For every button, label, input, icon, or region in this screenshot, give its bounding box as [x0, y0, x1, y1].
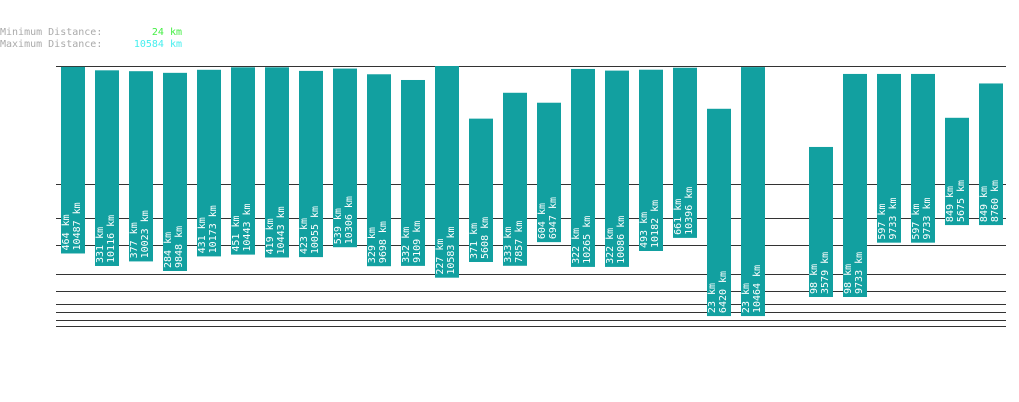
bar: [843, 73, 867, 297]
bar: [333, 68, 357, 248]
value-label: 423 km: [299, 218, 310, 254]
bar: [197, 69, 221, 257]
bar: [945, 117, 969, 226]
value-label: 451 km: [231, 215, 242, 251]
value-label: 5608 km: [480, 217, 491, 259]
bar: [163, 72, 187, 272]
bar: [95, 70, 119, 266]
bar: [673, 67, 697, 238]
value-label: 98 km: [843, 264, 854, 294]
value-label: 10306 km: [344, 196, 355, 244]
value-label: 10116 km: [106, 215, 117, 263]
value-label: 371 km: [469, 223, 480, 259]
bar: [61, 66, 85, 254]
value-label: 9109 km: [412, 221, 423, 263]
value-label: 464 km: [61, 214, 72, 250]
value-label: 322 km: [571, 228, 582, 264]
value-label: 419 km: [265, 218, 276, 254]
value-label: 329 km: [367, 227, 378, 263]
bar: [877, 73, 901, 243]
value-label: 5675 km: [956, 180, 967, 222]
value-label: 322 km: [605, 228, 616, 264]
summary-label: Minimum Distance:: [0, 27, 102, 38]
value-label: 23 km: [707, 283, 718, 313]
value-label: 10583 km: [446, 227, 457, 275]
value-label: 331 km: [95, 227, 106, 263]
value-label: 10396 km: [684, 187, 695, 235]
value-label: 333 km: [503, 227, 514, 263]
value-label: 284 km: [163, 232, 174, 268]
value-label: 9848 km: [174, 226, 185, 268]
summary-label: Maximum Distance:: [0, 39, 102, 50]
bar: [367, 74, 391, 267]
value-label: 539 km: [333, 208, 344, 244]
value-label: 10055 km: [310, 206, 321, 254]
value-label: 10173 km: [208, 205, 219, 253]
value-label: 9733 km: [854, 252, 865, 294]
bar: [537, 102, 561, 243]
value-label: 849 km: [979, 186, 990, 222]
value-label: 431 km: [197, 217, 208, 253]
bar: [639, 69, 663, 251]
value-label: 10086 km: [616, 216, 627, 264]
value-label: 597 km: [911, 204, 922, 240]
value-label: 10464 km: [752, 265, 763, 313]
bar: [231, 67, 255, 255]
value-label: 661 km: [673, 199, 684, 235]
bar: [503, 92, 527, 266]
value-label: 98 km: [809, 264, 820, 294]
value-label: 10443 km: [276, 206, 287, 254]
value-label: 9698 km: [378, 221, 389, 263]
value-label: 227 km: [435, 239, 446, 275]
value-label: 3579 km: [820, 252, 831, 294]
summary-value: 24 km: [152, 27, 182, 38]
value-label: 10443 km: [242, 203, 253, 251]
bar: [265, 67, 289, 258]
value-label: 377 km: [129, 222, 140, 258]
value-label: 332 km: [401, 227, 412, 263]
value-label: 9733 km: [888, 198, 899, 240]
bar: [401, 79, 425, 266]
value-label: 8760 km: [990, 180, 1001, 222]
bar: [979, 83, 1003, 226]
value-label: 10023 km: [140, 210, 151, 258]
value-label: 10265 km: [582, 216, 593, 264]
value-label: 6420 km: [718, 271, 729, 313]
value-label: 23 km: [741, 283, 752, 313]
bar: [605, 70, 629, 267]
value-label: 10182 km: [650, 200, 661, 248]
summary-value: 10584 km: [134, 39, 182, 50]
value-label: 6947 km: [548, 197, 559, 239]
bar: [469, 118, 493, 262]
bar: [435, 66, 459, 278]
bar: [911, 73, 935, 243]
bar: [299, 70, 323, 258]
value-label: 9733 km: [922, 198, 933, 240]
value-label: 849 km: [945, 186, 956, 222]
value-label: 597 km: [877, 204, 888, 240]
bar: [707, 108, 731, 317]
bar: [809, 146, 833, 297]
value-label: 493 km: [639, 212, 650, 248]
bar: [741, 67, 765, 317]
value-label: 7857 km: [514, 221, 525, 263]
value-label: 10487 km: [72, 202, 83, 250]
bar: [129, 71, 153, 262]
bar: [571, 68, 595, 267]
value-label: 604 km: [537, 203, 548, 239]
